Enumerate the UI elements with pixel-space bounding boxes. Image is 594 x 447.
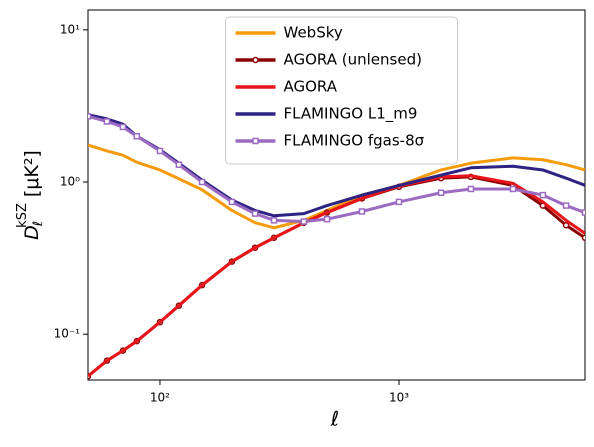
marker — [437, 189, 445, 197]
series-line — [88, 143, 585, 230]
marker — [270, 217, 278, 224]
y-tick-label: 10¹ — [60, 22, 80, 36]
marker — [467, 185, 475, 193]
marker — [509, 185, 517, 193]
marker — [562, 202, 570, 209]
plot-area — [88, 113, 585, 380]
legend-label: AGORA (unlensed) — [284, 51, 422, 69]
marker — [252, 137, 259, 145]
y-tick-label: 10⁻¹ — [54, 327, 81, 341]
y-tick-label: 10⁰ — [60, 175, 80, 189]
marker — [300, 218, 308, 225]
marker — [133, 132, 141, 140]
marker — [358, 208, 366, 215]
marker — [88, 113, 92, 120]
marker — [323, 215, 331, 223]
legend-label: WebSky — [284, 24, 343, 42]
x-tick-label: 10³ — [389, 391, 409, 405]
y-label-base: D — [21, 225, 43, 240]
marker — [119, 123, 127, 131]
marker — [562, 221, 570, 229]
marker — [228, 198, 236, 206]
y-label-unit: [μK²] — [21, 150, 43, 197]
legend-label: AGORA — [284, 78, 338, 96]
marker — [581, 234, 585, 242]
y-label-sup: kSZ — [15, 203, 30, 228]
marker — [103, 118, 111, 125]
marker — [539, 191, 547, 199]
series-line — [88, 174, 585, 378]
y-axis-label: DℓkSZ [μK²] — [15, 150, 46, 240]
x-axis-label: ℓ — [330, 407, 339, 431]
y-label-sub: ℓ — [31, 221, 46, 227]
marker — [581, 209, 585, 216]
legend-label: FLAMINGO L1_m9 — [284, 105, 418, 124]
x-tick-label: 10² — [150, 391, 170, 405]
marker — [395, 198, 403, 206]
legend-box — [225, 16, 458, 165]
marker — [198, 178, 206, 186]
legend-label: FLAMINGO fgas-8σ — [284, 132, 425, 150]
series-line — [88, 114, 585, 224]
marker — [251, 210, 259, 217]
plot-frame — [87, 9, 586, 381]
marker — [156, 147, 164, 155]
marker — [252, 56, 259, 64]
marker — [175, 161, 183, 168]
